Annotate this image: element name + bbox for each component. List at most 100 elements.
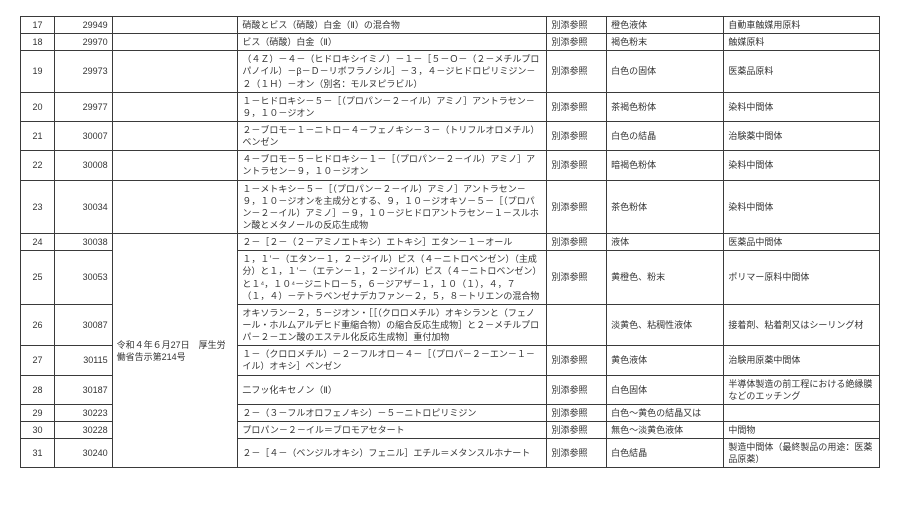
note-cell	[112, 17, 238, 34]
substance-name-cell: プロパン－２－イル＝ブロモアセタート	[238, 421, 547, 438]
code-cell: 29949	[55, 17, 113, 34]
appearance-cell: 白色固体	[607, 375, 724, 404]
substance-table: 1729949硝酸とビス（硝酸）白金（Ⅱ）の混合物別添参照橙色液体自動車触媒用原…	[20, 16, 880, 468]
reference-cell: 別添参照	[547, 121, 607, 150]
substance-name-cell: ビス（硝酸）白金（Ⅱ）	[238, 34, 547, 51]
appearance-cell: 無色～淡黄色液体	[607, 421, 724, 438]
substance-name-cell: ２－（３－フルオロフェノキシ）－５－ニトロピリミジン	[238, 404, 547, 421]
use-cell: 半導体製造の前工程における絶縁膜などのエッチング	[724, 375, 880, 404]
appearance-cell: 褐色粉末	[607, 34, 724, 51]
use-cell: 接着剤、粘着剤又はシーリング材	[724, 304, 880, 345]
seq-cell: 19	[21, 51, 55, 92]
seq-cell: 22	[21, 151, 55, 180]
substance-name-cell: オキソラン－２，５－ジオン・［［（クロロメチル）オキシランと（フェノール・ホルム…	[238, 304, 547, 345]
substance-name-cell: （４Ｚ）－４－（ヒドロキシイミノ）－１－［５－Ｏ－（２－メチルプロパノイル）－β…	[238, 51, 547, 92]
table-row: 2230008 ４－ブロモ－５－ヒドロキシ－１－［（プロパン－２－イル）アミノ］ア…	[21, 151, 880, 180]
reference-cell: 別添参照	[547, 234, 607, 251]
notification-cell: 令和４年６月27日 厚生労働省告示第214号	[112, 234, 238, 468]
appearance-cell: 白色結晶	[607, 439, 724, 468]
use-cell: 染料中間体	[724, 180, 880, 234]
seq-cell: 20	[21, 92, 55, 121]
seq-cell: 23	[21, 180, 55, 234]
code-cell: 30228	[55, 421, 113, 438]
note-cell	[112, 180, 238, 234]
seq-cell: 31	[21, 439, 55, 468]
reference-cell: 別添参照	[547, 92, 607, 121]
code-cell: 30223	[55, 404, 113, 421]
reference-cell: 別添参照	[547, 346, 607, 375]
code-cell: 30053	[55, 251, 113, 305]
reference-cell: 別添参照	[547, 51, 607, 92]
use-cell: ポリマー原料中間体	[724, 251, 880, 305]
code-cell: 30008	[55, 151, 113, 180]
use-cell: 染料中間体	[724, 151, 880, 180]
seq-cell: 30	[21, 421, 55, 438]
appearance-cell: 茶褐色粉体	[607, 92, 724, 121]
substance-name-cell: １，１’－（エタン－１，２－ジイル）ビス（４－ニトロベンゼン）（主成分）と１，１…	[238, 251, 547, 305]
seq-cell: 25	[21, 251, 55, 305]
use-cell: 医薬品原料	[724, 51, 880, 92]
table-row: 2330034１－メトキシ－５－［（プロパン－２－イル）アミノ］アントラセン－９…	[21, 180, 880, 234]
code-cell: 29970	[55, 34, 113, 51]
seq-cell: 26	[21, 304, 55, 345]
substance-name-cell: １－（クロロメチル）－２－フルオロ－４－［（プロパ－２－エン－１－イル）オキシ］…	[238, 346, 547, 375]
note-cell	[112, 151, 238, 180]
reference-cell: 別添参照	[547, 180, 607, 234]
code-cell: 30187	[55, 375, 113, 404]
appearance-cell: 橙色液体	[607, 17, 724, 34]
table-row: 1729949 硝酸とビス（硝酸）白金（Ⅱ）の混合物別添参照橙色液体自動車触媒用原…	[21, 17, 880, 34]
appearance-cell: 白色～黄色の結晶又は	[607, 404, 724, 421]
appearance-cell: 白色の固体	[607, 51, 724, 92]
seq-cell: 24	[21, 234, 55, 251]
code-cell: 30007	[55, 121, 113, 150]
note-cell	[112, 92, 238, 121]
seq-cell: 27	[21, 346, 55, 375]
note-cell	[112, 51, 238, 92]
use-cell	[724, 404, 880, 421]
reference-cell: 別添参照	[547, 17, 607, 34]
table-row: 2430038令和４年６月27日 厚生労働省告示第214号２－［２－（２－アミノ…	[21, 234, 880, 251]
use-cell: 治験用原薬中間体	[724, 346, 880, 375]
appearance-cell: 液体	[607, 234, 724, 251]
substance-name-cell: ４－ブロモ－５－ヒドロキシ－１－［（プロパン－２－イル）アミノ］アントラセン－９…	[238, 151, 547, 180]
use-cell: 触媒原料	[724, 34, 880, 51]
note-cell	[112, 121, 238, 150]
appearance-cell: 黄色液体	[607, 346, 724, 375]
appearance-cell: 白色の結晶	[607, 121, 724, 150]
use-cell: 製造中間体（最終製品の用途：医薬品原薬）	[724, 439, 880, 468]
reference-cell: 別添参照	[547, 404, 607, 421]
use-cell: 治験薬中間体	[724, 121, 880, 150]
substance-name-cell: 硝酸とビス（硝酸）白金（Ⅱ）の混合物	[238, 17, 547, 34]
code-cell: 30038	[55, 234, 113, 251]
substance-name-cell: 二フッ化キセノン（Ⅱ）	[238, 375, 547, 404]
substance-name-cell: ２－ブロモ－１－ニトロ－４－フェノキシ－３－（トリフルオロメチル）ベンゼン	[238, 121, 547, 150]
seq-cell: 21	[21, 121, 55, 150]
substance-name-cell: １－メトキシ－５－［（プロパン－２－イル）アミノ］アントラセン－９，１０－ジオン…	[238, 180, 547, 234]
table-row: 1929973 （４Ｚ）－４－（ヒドロキシイミノ）－１－［５－Ｏ－（２－メチルプロ…	[21, 51, 880, 92]
reference-cell: 別添参照	[547, 251, 607, 305]
code-cell: 29977	[55, 92, 113, 121]
table-row: 2029977１－ヒドロキシ－５－［（プロパン－２－イル）アミノ］アントラセン－…	[21, 92, 880, 121]
appearance-cell: 黄橙色、粉末	[607, 251, 724, 305]
substance-name-cell: ２－［４－（ベンジルオキシ）フェニル］エチル＝メタンスルホナート	[238, 439, 547, 468]
table-row: 2130007 ２－ブロモ－１－ニトロ－４－フェノキシ－３－（トリフルオロメチル）…	[21, 121, 880, 150]
use-cell: 自動車触媒用原料	[724, 17, 880, 34]
appearance-cell: 茶色粉体	[607, 180, 724, 234]
code-cell: 30115	[55, 346, 113, 375]
regulatory-table-fragment: 1729949硝酸とビス（硝酸）白金（Ⅱ）の混合物別添参照橙色液体自動車触媒用原…	[20, 16, 880, 468]
use-cell: 医薬品中間体	[724, 234, 880, 251]
substance-name-cell: ２－［２－（２－アミノエトキシ）エトキシ］エタン－１－オール	[238, 234, 547, 251]
code-cell: 29973	[55, 51, 113, 92]
reference-cell	[547, 304, 607, 345]
reference-cell: 別添参照	[547, 439, 607, 468]
reference-cell: 別添参照	[547, 34, 607, 51]
reference-cell: 別添参照	[547, 151, 607, 180]
use-cell: 中間物	[724, 421, 880, 438]
note-cell	[112, 34, 238, 51]
seq-cell: 17	[21, 17, 55, 34]
appearance-cell: 淡黄色、粘稠性液体	[607, 304, 724, 345]
code-cell: 30240	[55, 439, 113, 468]
reference-cell: 別添参照	[547, 375, 607, 404]
table-row: 1829970ビス（硝酸）白金（Ⅱ）別添参照褐色粉末触媒原料	[21, 34, 880, 51]
code-cell: 30087	[55, 304, 113, 345]
